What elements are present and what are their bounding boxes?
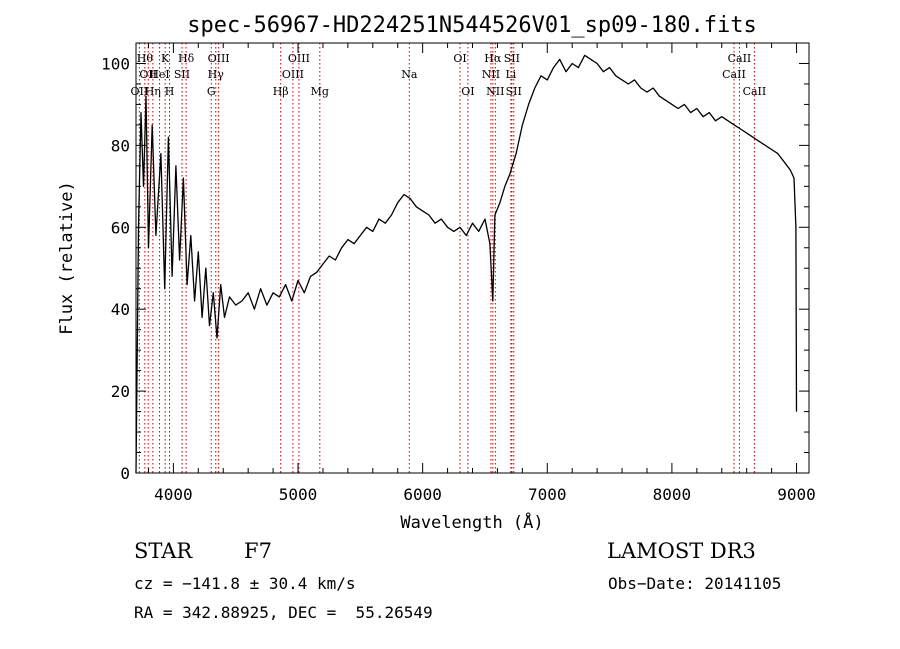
obs-date: Obs−Date: 20141105 — [608, 574, 782, 593]
line-label: SII — [174, 68, 190, 81]
line-label: CaII — [728, 52, 752, 65]
line-label: OI — [453, 52, 466, 65]
x-tick-label: 6000 — [403, 485, 442, 504]
line-label: Hα — [484, 52, 502, 65]
line-label: OIII — [282, 68, 304, 81]
redshift-info: cz = −141.8 ± 30.4 km/s — [134, 574, 356, 593]
line-label: Hδ — [178, 52, 195, 65]
x-tick-label: 9000 — [777, 485, 816, 504]
line-label: OI — [461, 85, 474, 98]
y-tick-label: 40 — [111, 300, 130, 319]
x-tick-label: 5000 — [279, 485, 318, 504]
line-label: HeI — [149, 68, 169, 81]
line-markers — [138, 43, 755, 473]
x-tick-label: 4000 — [154, 485, 193, 504]
line-label: Hη — [145, 85, 161, 98]
line-label: OII — [139, 68, 157, 81]
line-label: NII — [482, 68, 500, 81]
line-labels: OIIHθOIIHηHeIKHSIIHδGHγOIIIHβOIIIOIIIMgN… — [131, 52, 767, 98]
y-tick-label: 60 — [111, 218, 130, 237]
line-label: Hγ — [208, 68, 225, 81]
line-label: CaII — [722, 68, 746, 81]
line-label: Na — [401, 68, 418, 81]
line-label: Hβ — [273, 85, 289, 98]
line-label: Li — [505, 68, 516, 81]
line-label: OII — [131, 85, 149, 98]
line-label: SII — [504, 52, 520, 65]
chart-title: spec-56967-HD224251N544526V01_sp09-180.f… — [187, 13, 757, 38]
spectrum-data — [135, 54, 798, 474]
y-tick-label: 20 — [111, 382, 130, 401]
line-label: Hθ — [137, 52, 154, 65]
line-label: Mg — [311, 85, 329, 98]
line-label: OIII — [288, 52, 310, 65]
line-label: H — [165, 85, 175, 98]
x-tick-label: 8000 — [653, 485, 692, 504]
line-label: NII — [486, 85, 504, 98]
x-tick-label: 7000 — [528, 485, 567, 504]
survey-label: LAMOST DR3 — [607, 539, 756, 563]
spectrum-line — [135, 54, 798, 474]
line-label: SII — [506, 85, 522, 98]
y-tick-label: 100 — [101, 54, 130, 73]
plot-frame — [135, 42, 810, 474]
axes: 4000 5000 6000 7000 8000 9000 0 20 40 60 80 100 — [101, 43, 816, 504]
object-class: STAR — [134, 539, 193, 563]
line-label: OIII — [208, 52, 230, 65]
y-tick-label: 0 — [120, 464, 130, 483]
object-subclass: F7 — [244, 539, 272, 563]
x-axis-label: Wavelength (Å) — [400, 511, 543, 533]
y-tick-label: 80 — [111, 136, 130, 155]
line-label: CaII — [743, 85, 767, 98]
coordinates: RA = 342.88925, DEC = 55.26549 — [134, 603, 433, 622]
y-axis-label: Flux (relative) — [57, 181, 77, 335]
line-label: K — [161, 52, 170, 65]
line-label: G — [207, 85, 216, 98]
